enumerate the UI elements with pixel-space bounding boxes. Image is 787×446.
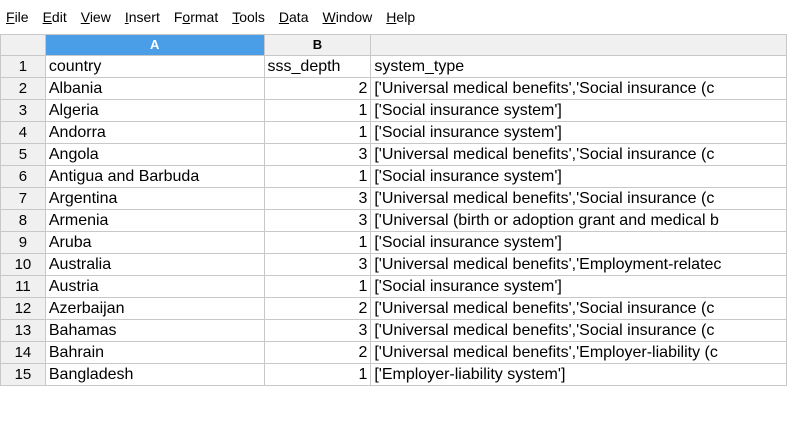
- cell-c[interactable]: ['Employer-liability system']: [370, 363, 787, 386]
- table-row: 9 Aruba 1 ['Social insurance system']: [0, 231, 787, 254]
- row-header[interactable]: 8: [0, 209, 46, 232]
- spreadsheet-grid: A B 1 country sss_depth system_type 2 Albania…: [0, 34, 787, 386]
- table-row: 7 Argentina 3 ['Universal medical benefits'…: [0, 187, 787, 210]
- row-header[interactable]: 1: [0, 55, 46, 78]
- menu-item-file[interactable]: File: [6, 9, 29, 25]
- cell-a[interactable]: Azerbaijan: [44, 297, 265, 320]
- cell-b[interactable]: 1: [263, 363, 372, 386]
- table-row: 1 country sss_depth system_type: [0, 55, 787, 78]
- cell-c[interactable]: ['Universal medical benefits','Employmen…: [370, 253, 787, 276]
- table-row: 13 Bahamas 3 ['Universal medical benefits',…: [0, 319, 787, 342]
- menu-bar: File Edit View Insert Format Tools Data Window H…: [0, 0, 787, 34]
- cell-c[interactable]: ['Universal medical benefits','Social in…: [370, 77, 787, 100]
- cell-c[interactable]: ['Universal medical benefits','Employer-…: [370, 341, 787, 364]
- cell-a[interactable]: country: [44, 55, 265, 78]
- table-row: 3 Algeria 1 ['Social insurance system']: [0, 99, 787, 122]
- cell-c[interactable]: ['Social insurance system']: [370, 99, 787, 122]
- cell-b[interactable]: 1: [263, 275, 372, 298]
- cell-c[interactable]: ['Universal medical benefits','Social in…: [370, 297, 787, 320]
- cell-b[interactable]: 3: [263, 187, 372, 210]
- cell-c[interactable]: system_type: [370, 55, 787, 78]
- cell-b[interactable]: 3: [263, 253, 372, 276]
- row-header[interactable]: 15: [0, 363, 46, 386]
- table-row: 15 Bangladesh 1 ['Employer-liability system…: [0, 363, 787, 386]
- select-all-corner[interactable]: [0, 34, 46, 56]
- cell-a[interactable]: Antigua and Barbuda: [44, 165, 265, 188]
- row-header[interactable]: 2: [0, 77, 46, 100]
- row-header[interactable]: 14: [0, 341, 46, 364]
- cell-b[interactable]: 1: [263, 99, 372, 122]
- cell-c[interactable]: ['Social insurance system']: [370, 121, 787, 144]
- cell-c[interactable]: ['Universal medical benefits','Social in…: [370, 187, 787, 210]
- cell-b[interactable]: 2: [263, 297, 372, 320]
- cell-c[interactable]: ['Universal (birth or adoption grant and…: [370, 209, 787, 232]
- table-row: 2 Albania 2 ['Universal medical benefits','…: [0, 77, 787, 100]
- cell-b[interactable]: 1: [263, 121, 372, 144]
- column-header-b[interactable]: B: [263, 34, 372, 56]
- row-header[interactable]: 12: [0, 297, 46, 320]
- table-row: 14 Bahrain 2 ['Universal medical benefits',…: [0, 341, 787, 364]
- menu-item-insert[interactable]: Insert: [124, 9, 160, 25]
- table-row: 10 Australia 3 ['Universal medical benefits…: [0, 253, 787, 276]
- cell-b[interactable]: 2: [263, 341, 372, 364]
- table-row: 12 Azerbaijan 2 ['Universal medical benefit…: [0, 297, 787, 320]
- menu-item-help[interactable]: Help: [386, 9, 416, 25]
- row-header[interactable]: 13: [0, 319, 46, 342]
- cell-c[interactable]: ['Social insurance system']: [370, 275, 787, 298]
- cell-a[interactable]: Bahrain: [44, 341, 265, 364]
- cell-c[interactable]: ['Social insurance system']: [370, 165, 787, 188]
- row-header[interactable]: 5: [0, 143, 46, 166]
- table-row: 6 Antigua and Barbuda 1 ['Social insurance …: [0, 165, 787, 188]
- row-header[interactable]: 11: [0, 275, 46, 298]
- cell-a[interactable]: Angola: [44, 143, 265, 166]
- menu-item-window[interactable]: Window: [322, 9, 373, 25]
- menu-item-tools[interactable]: Tools: [232, 9, 265, 25]
- cell-a[interactable]: Bahamas: [44, 319, 265, 342]
- cell-c[interactable]: ['Universal medical benefits','Social in…: [370, 319, 787, 342]
- menu-item-data[interactable]: Data: [278, 9, 309, 25]
- cell-a[interactable]: Austria: [44, 275, 265, 298]
- menu-item-format[interactable]: Format: [173, 9, 219, 25]
- menu-item-view[interactable]: View: [80, 9, 111, 25]
- row-header[interactable]: 4: [0, 121, 46, 144]
- row-header[interactable]: 6: [0, 165, 46, 188]
- cell-a[interactable]: Armenia: [44, 209, 265, 232]
- row-header[interactable]: 7: [0, 187, 46, 210]
- cell-b[interactable]: 1: [263, 165, 372, 188]
- table-row: 5 Angola 3 ['Universal medical benefits','S…: [0, 143, 787, 166]
- cell-b[interactable]: 2: [263, 77, 372, 100]
- cell-a[interactable]: Bangladesh: [44, 363, 265, 386]
- row-header[interactable]: 3: [0, 99, 46, 122]
- cell-a[interactable]: Albania: [44, 77, 265, 100]
- cell-a[interactable]: Algeria: [44, 99, 265, 122]
- column-header-a[interactable]: A: [44, 34, 265, 56]
- table-row: 8 Armenia 3 ['Universal (birth or adoption …: [0, 209, 787, 232]
- table-row: 11 Austria 1 ['Social insurance system']: [0, 275, 787, 298]
- row-header[interactable]: 9: [0, 231, 46, 254]
- cell-b[interactable]: 3: [263, 209, 372, 232]
- table-row: 4 Andorra 1 ['Social insurance system']: [0, 121, 787, 144]
- menu-item-edit[interactable]: Edit: [42, 9, 67, 25]
- cell-b[interactable]: 1: [263, 231, 372, 254]
- cell-a[interactable]: Andorra: [44, 121, 265, 144]
- cell-c[interactable]: ['Social insurance system']: [370, 231, 787, 254]
- cell-b[interactable]: 3: [263, 143, 372, 166]
- cell-a[interactable]: Argentina: [44, 187, 265, 210]
- row-header[interactable]: 10: [0, 253, 46, 276]
- cell-b[interactable]: sss_depth: [263, 55, 372, 78]
- cell-b[interactable]: 3: [263, 319, 372, 342]
- cell-a[interactable]: Australia: [44, 253, 265, 276]
- column-header-c[interactable]: [370, 34, 787, 56]
- column-header-row: A B: [0, 34, 787, 56]
- cell-c[interactable]: ['Universal medical benefits','Social in…: [370, 143, 787, 166]
- cell-a[interactable]: Aruba: [44, 231, 265, 254]
